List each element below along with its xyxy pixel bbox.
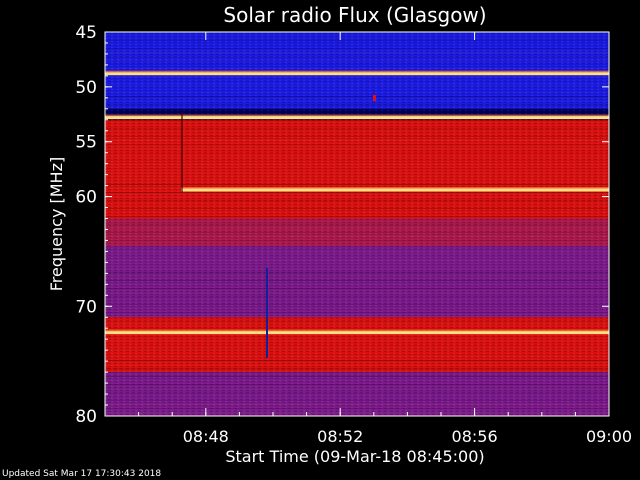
bright-line-glow — [105, 114, 609, 117]
chart-title: Solar radio Flux (Glasgow) — [223, 3, 486, 27]
bright-line-glow — [105, 70, 609, 73]
x-tick-label: 09:00 — [586, 427, 632, 446]
red-spot — [373, 95, 376, 101]
x-axis: 08:48 08:52 08:56 09:00 — [104, 32, 632, 446]
y-tick-label: 55 — [75, 133, 97, 153]
bright-line — [105, 331, 609, 335]
x-axis-label: Start Time (09-Mar-18 08:45:00) — [225, 447, 484, 466]
x-tick-label: 08:48 — [183, 427, 229, 446]
bright-lines-group — [105, 70, 609, 335]
bright-line-glow — [105, 329, 609, 332]
y-tick-label: 50 — [75, 78, 97, 98]
plot-frame — [104, 31, 610, 417]
bright-line — [105, 116, 609, 120]
updated-timestamp: Updated Sat Mar 17 17:30:43 2018 — [2, 469, 162, 479]
transition-artifact — [181, 112, 183, 192]
y-tick-label: 45 — [75, 23, 97, 43]
spectrogram-texture — [105, 32, 609, 416]
y-tick-label: 80 — [75, 407, 97, 427]
bright-line-glow — [181, 186, 609, 189]
y-tick-label: 60 — [75, 188, 97, 208]
bright-line — [105, 72, 609, 76]
y-tick-label: 70 — [75, 297, 97, 317]
y-axis: 45 50 55 60 70 80 — [75, 23, 609, 427]
vertical-blip — [266, 268, 268, 358]
y-axis-label: Frequency [MHz] — [47, 157, 66, 291]
x-tick-label: 08:52 — [317, 427, 363, 446]
x-tick-label: 08:56 — [452, 427, 498, 446]
bright-line — [181, 188, 609, 192]
